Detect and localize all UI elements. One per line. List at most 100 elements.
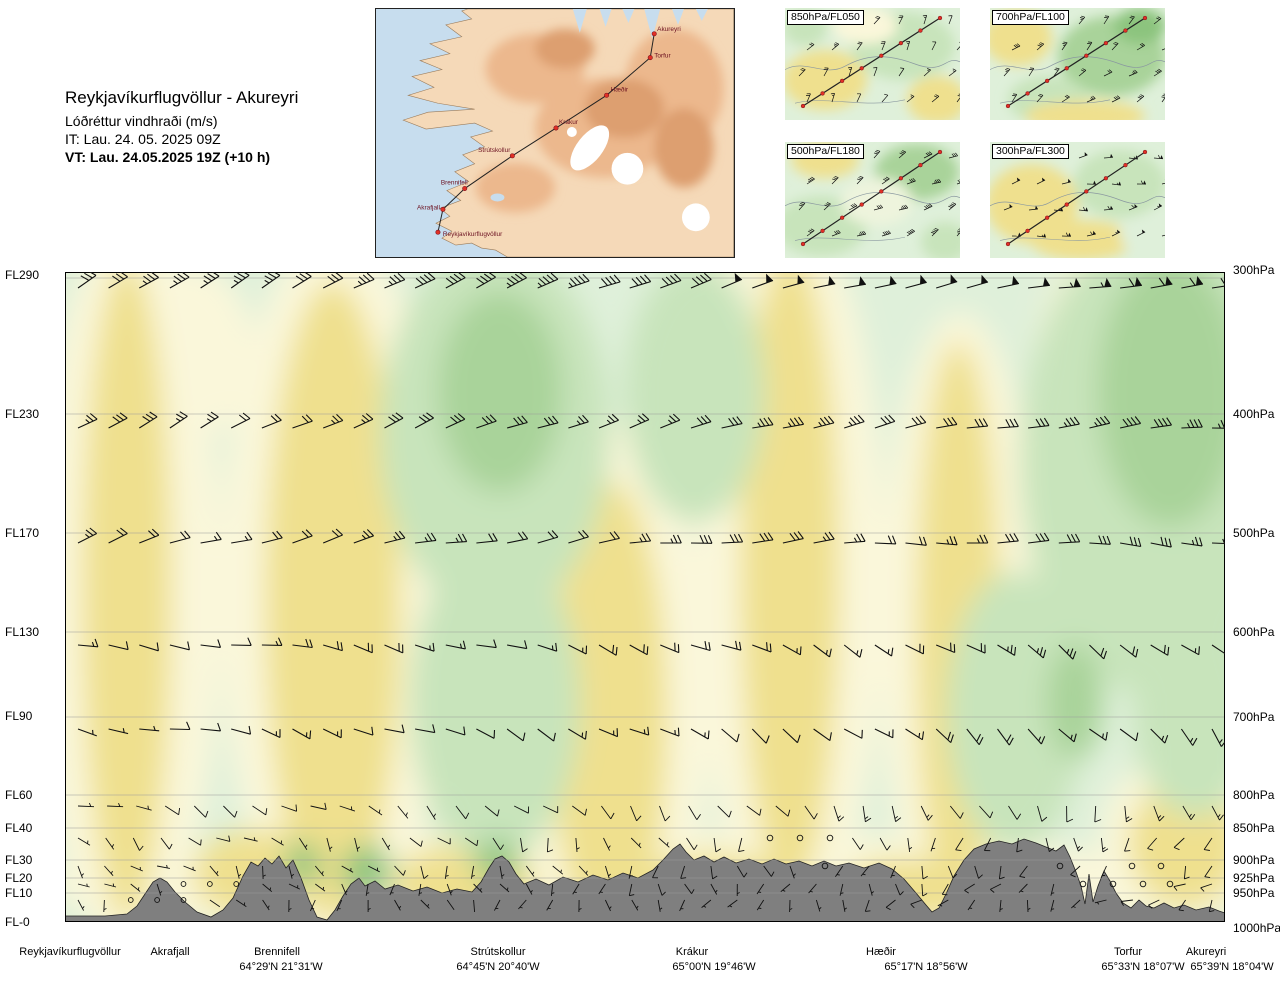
pressure-gridlines [65,277,1225,894]
waypoint-dot [435,229,441,235]
pressure-level-label: 500hPa [1233,526,1275,540]
panel-route-line [1007,17,1146,107]
waypoint-dot [553,125,559,131]
waypoint-label: Akureyri [657,26,681,33]
panel-waypoint-dot [1005,241,1011,247]
panel-waypoint-dot [937,149,943,155]
wind-barb-row-FL40 [77,834,1213,853]
panel-waypoint-dot [839,215,845,220]
level-panel-850hPa/FL050: 850hPa/FL050 [785,8,960,120]
panel-waypoint-dot [1142,149,1148,155]
pressure-level-label: 700hPa [1233,710,1275,724]
plot-border [65,272,1225,922]
panel-waypoint-dot [859,66,864,71]
pressure-level-label: 600hPa [1233,625,1275,639]
panel-waypoint-dot [859,202,864,207]
panel-waypoint-dot [1025,91,1030,96]
flight-level-label: FL40 [5,821,33,835]
flight-level-label: FL170 [5,526,40,540]
flight-level-label: FL60 [5,788,33,802]
level-panel-300hPa/FL300: 300hPa/FL300 [990,142,1165,258]
wind-barb-row-FL170 [77,527,1225,548]
panel-waypoint-dot [918,28,923,33]
pressure-level-label: 300hPa [1233,263,1275,277]
panel-waypoint-dot [820,228,825,234]
pressure-level-label: 1000hPa [1233,921,1280,935]
cross-section-plot [65,272,1225,922]
coastline [785,56,960,71]
pressure-level-label: 400hPa [1233,407,1275,421]
panel-waypoint-dot [1064,66,1069,71]
glaciers [566,125,710,232]
station-coordinates-label: 65°17'N 18°56'W [884,961,968,973]
panel-level-label: 500hPa/FL180 [787,144,864,159]
waypoint-label: Strútskollur [478,147,511,154]
waypoint-dot [651,31,657,37]
panel-waypoint-dot [1084,189,1089,194]
lake [490,193,505,202]
vertical-wind-shading [65,272,1225,922]
wind-barb-row-FL290 [77,272,1225,289]
panel-waypoint-dot [820,91,825,96]
route-line [437,33,655,233]
level-panel-500hPa/FL180: 500hPa/FL180 [785,142,960,258]
pressure-level-label: 800hPa [1233,788,1275,802]
panel-waypoint-dot [918,162,923,168]
route-waypoints: Akureyri Torfur Hæðir Krákur Strútskollur Bre… [417,26,681,238]
station-coordinates-label: 65°33'N 18°07'W [1101,961,1185,973]
flight-level-label: FL20 [5,871,33,885]
panel-waypoint-dot [1044,78,1050,84]
waypoint-dot [440,206,446,212]
station-coordinates-label: 65°39'N 18°04'W [1190,961,1274,973]
panel-waypoint-dot [1044,215,1050,220]
flight-level-label: FL290 [5,268,40,282]
station-name-label: Hæðir [866,946,896,958]
wind-barb-row-FL30 [77,862,1213,880]
coastline [990,56,1165,71]
panel-waypoint-dot [800,241,806,247]
panel-waypoint-dot [1123,28,1128,33]
wind-barb-row-FL230 [77,411,1225,429]
flight-level-label: FL130 [5,625,40,639]
wind-barb-rows [77,272,1225,913]
page-title: Reykjavíkurflugvöllur - Akureyri [65,88,299,107]
station-name-label: Reykjavíkurflugvöllur [19,946,121,958]
panel-waypoint-dot [1103,176,1109,181]
waypoint-label: Torfur [654,53,671,60]
pressure-level-label: 925hPa [1233,871,1275,885]
pressure-level-label: 950hPa [1233,886,1275,900]
route-overview-map: Akureyri Torfur Hæðir Krákur Strútskollur Bre… [375,8,735,258]
pressure-level-label: 850hPa [1233,821,1275,835]
panel-level-label: 700hPa/FL100 [992,10,1069,25]
waypoint-dot [647,55,653,61]
panel-route-line [802,17,941,107]
panel-waypoint-dot [800,103,806,109]
panel-level-label: 300hPa/FL300 [992,144,1069,159]
panel-wind-barbs [798,149,960,237]
wind-barb-row-FL10 [77,897,1215,913]
coastline [990,192,1165,207]
waypoint-dot [509,153,515,159]
level-panel-700hPa/FL100: 700hPa/FL100 [990,8,1165,120]
wind-barb-row-FL90 [77,721,1225,747]
wind-barb-row-FL20 [77,880,1213,897]
station-name-label: Akrafjall [150,946,190,958]
flight-level-label: FL10 [5,886,33,900]
init-time-label: IT: Lau. 24. 05. 2025 09Z [65,131,221,147]
panel-waypoint-dot [1005,103,1011,109]
station-name-label: Torfur [1113,946,1143,958]
terrain-shading [475,28,724,213]
panel-waypoint-dot [1064,202,1069,207]
flight-level-label: FL-0 [5,915,30,929]
panel-level-label: 850hPa/FL050 [787,10,864,25]
panel-waypoint-dot [937,15,943,21]
station-coordinates-label: 65°00'N 19°46'W [672,961,756,973]
wind-barb-row-FL130 [77,637,1225,660]
flight-level-label: FL90 [5,709,33,723]
waypoint-dot [462,186,468,192]
waypoint-label: Akrafjall [417,204,440,211]
panel-waypoint-dot [1025,228,1030,234]
station-name-label: Krákur [675,946,709,958]
panel-route-line [802,151,941,245]
